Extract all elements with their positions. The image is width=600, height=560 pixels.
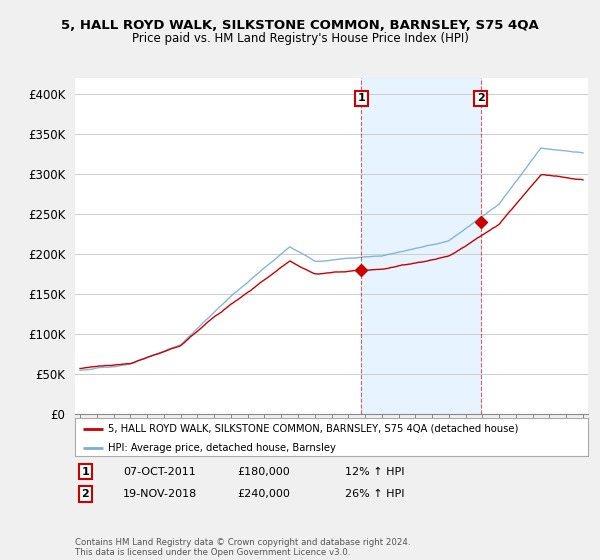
Text: 19-NOV-2018: 19-NOV-2018 — [123, 489, 197, 499]
Text: 1: 1 — [357, 94, 365, 104]
Text: Contains HM Land Registry data © Crown copyright and database right 2024.
This d: Contains HM Land Registry data © Crown c… — [75, 538, 410, 557]
Text: 07-OCT-2011: 07-OCT-2011 — [123, 466, 196, 477]
Text: 1: 1 — [82, 466, 89, 477]
Text: £240,000: £240,000 — [237, 489, 290, 499]
Bar — [361, 78, 481, 414]
Text: Price paid vs. HM Land Registry's House Price Index (HPI): Price paid vs. HM Land Registry's House … — [131, 31, 469, 45]
Text: 2: 2 — [82, 489, 89, 499]
Text: 26% ↑ HPI: 26% ↑ HPI — [345, 489, 404, 499]
Text: 12% ↑ HPI: 12% ↑ HPI — [345, 466, 404, 477]
Text: £180,000: £180,000 — [237, 466, 290, 477]
Text: HPI: Average price, detached house, Barnsley: HPI: Average price, detached house, Barn… — [109, 443, 336, 453]
Text: 2: 2 — [476, 94, 484, 104]
Text: 5, HALL ROYD WALK, SILKSTONE COMMON, BARNSLEY, S75 4QA (detached house): 5, HALL ROYD WALK, SILKSTONE COMMON, BAR… — [109, 423, 519, 433]
Text: 5, HALL ROYD WALK, SILKSTONE COMMON, BARNSLEY, S75 4QA: 5, HALL ROYD WALK, SILKSTONE COMMON, BAR… — [61, 18, 539, 32]
